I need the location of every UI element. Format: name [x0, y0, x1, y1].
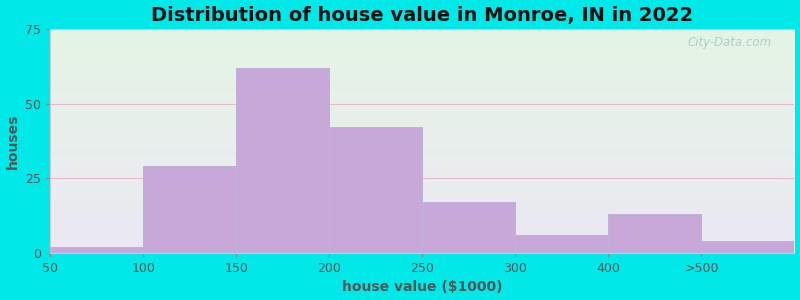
Bar — [702, 241, 794, 253]
X-axis label: house value ($1000): house value ($1000) — [342, 280, 502, 294]
Bar — [236, 68, 330, 253]
Y-axis label: houses: houses — [6, 113, 19, 169]
Bar — [50, 247, 143, 253]
Bar — [422, 202, 515, 253]
Bar — [608, 214, 702, 253]
Bar — [143, 166, 236, 253]
Title: Distribution of house value in Monroe, IN in 2022: Distribution of house value in Monroe, I… — [151, 6, 694, 25]
Bar — [515, 235, 608, 253]
Bar — [330, 128, 422, 253]
Text: City-Data.com: City-Data.com — [688, 36, 772, 49]
